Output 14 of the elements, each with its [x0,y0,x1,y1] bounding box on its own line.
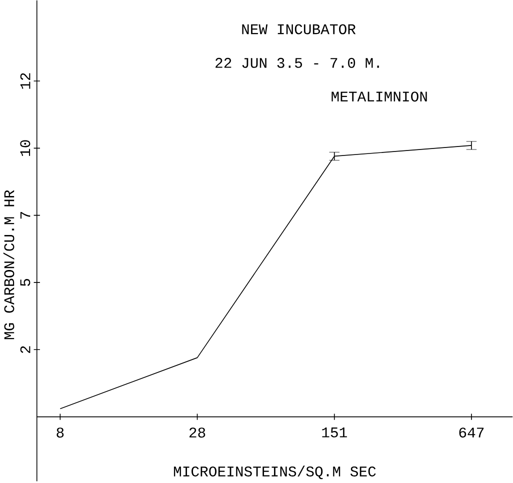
x-axis-title: MICROEINSTEINS/SQ.M SEC [174,466,376,480]
x-tick-label: 647 [459,428,484,438]
y-tick-label: 2 [20,346,30,354]
annotation: METALIMNION [332,92,427,102]
x-tick-label: 8 [56,428,64,438]
y-tick-label: 5 [20,279,30,286]
text: 22 JUN 3.5 - 7.0 M. [216,58,379,68]
x-tick-label: 151 [322,428,347,438]
y-tick-label: 12 [20,73,30,90]
x-tick-label: 28 [189,428,206,438]
y-axis-title: MG CARBON/CU.M HR [3,190,14,340]
text: NEW INCUBATOR [242,24,356,34]
y-tick-label: 10 [20,140,30,156]
y-tick-label: 7 [20,212,30,219]
